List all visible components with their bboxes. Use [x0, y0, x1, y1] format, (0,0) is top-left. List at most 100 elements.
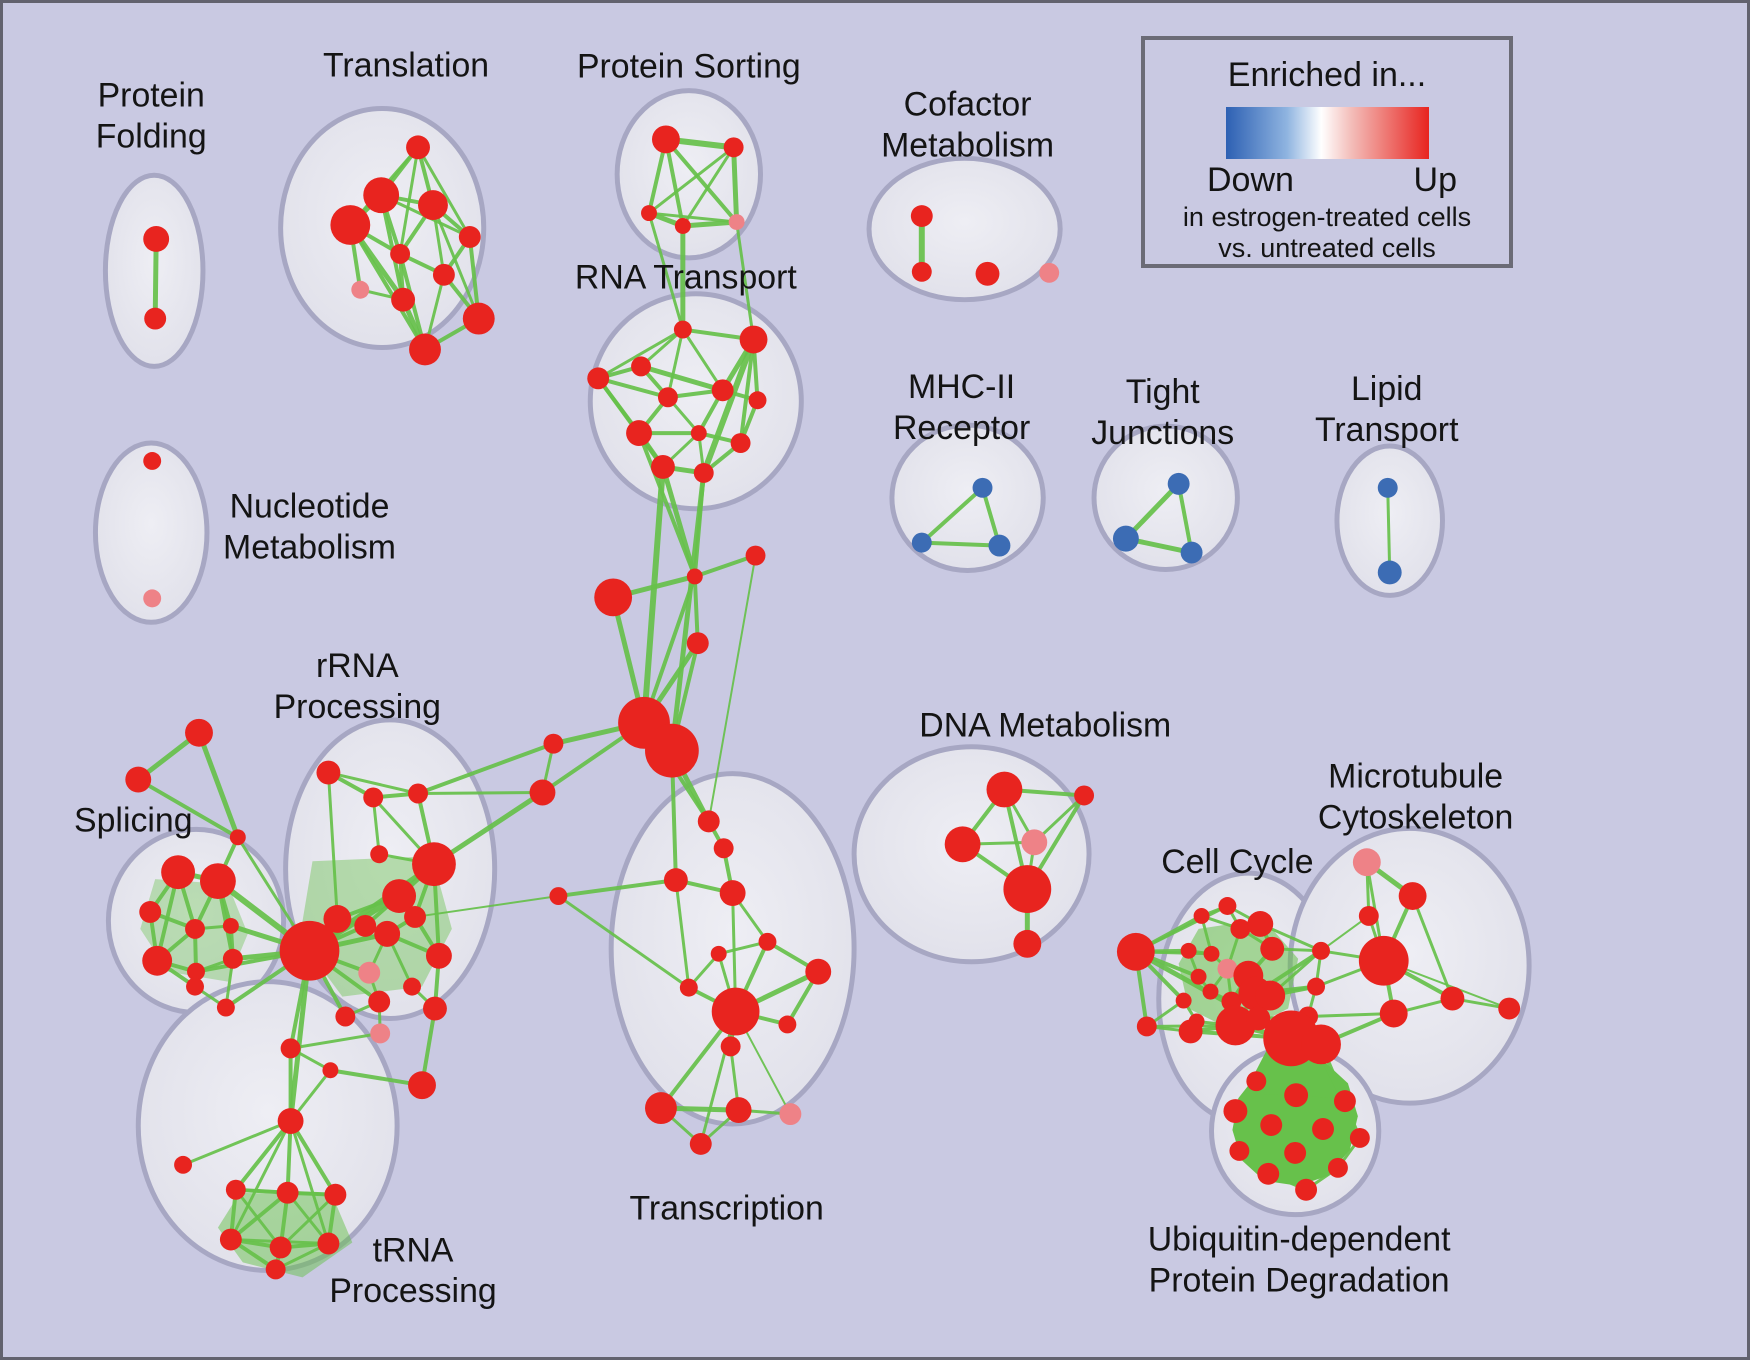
network-node-T1 — [406, 135, 430, 160]
network-node-UB0b — [1301, 1024, 1341, 1065]
network-node-CC7 — [1203, 945, 1220, 962]
network-node-CC19 — [1246, 1006, 1271, 1031]
cluster-translation-label: Translation — [323, 47, 489, 85]
cluster-ubiquitin-degradation-label: Ubiquitin-dependent Protein Degradation — [1148, 1220, 1451, 1299]
network-node-SP2 — [199, 863, 236, 900]
network-node-T6 — [390, 243, 411, 264]
cluster-lipid-transport-label: Lipid Transport — [1315, 370, 1459, 449]
network-node-SP8 — [222, 948, 243, 969]
network-node-UB11 — [1327, 1157, 1348, 1178]
network-node-T9 — [391, 287, 416, 312]
network-edge — [1411, 894, 1454, 1001]
network-node-PS3 — [641, 205, 657, 222]
network-edge — [638, 363, 726, 393]
network-edge — [700, 336, 757, 476]
network-node-SP10 — [216, 998, 235, 1017]
network-node-UB1 — [1246, 1071, 1267, 1092]
network-node-TH6 — [317, 1232, 340, 1255]
legend-endpoint-labels: Down Up — [1145, 159, 1509, 200]
network-edge — [414, 895, 560, 918]
cluster-rrna-processing-label: rRNA Processing — [274, 647, 441, 726]
network-node-SP6 — [142, 945, 173, 976]
cluster-dna-metabolism-label: DNA Metabolism — [919, 707, 1171, 745]
network-node-RT7 — [748, 391, 767, 410]
network-node-RRc — [370, 845, 389, 864]
network-node-CC5 — [1260, 936, 1285, 961]
network-node-CM2 — [911, 261, 932, 282]
network-node-RRm — [403, 977, 422, 996]
network-node-UB4 — [1223, 1099, 1248, 1124]
legend-title: Enriched in... — [1227, 56, 1427, 94]
network-node-MT7 — [1498, 997, 1521, 1020]
network-edge — [328, 1068, 424, 1088]
network-node-CM4 — [1039, 262, 1060, 283]
network-node-PS4 — [674, 218, 691, 234]
network-node-TC2 — [713, 838, 734, 859]
network-node-RRq — [370, 1023, 391, 1044]
network-node-TC5 — [758, 932, 777, 951]
network-edge — [731, 144, 740, 225]
network-edge — [288, 1119, 338, 1197]
network-node-T7 — [432, 263, 455, 286]
network-edge — [196, 730, 241, 840]
network-node-PF1 — [143, 226, 170, 252]
network-edge — [647, 211, 739, 224]
network-node-TC8 — [805, 958, 832, 985]
network-node-RRi — [354, 914, 377, 937]
network-edge — [326, 771, 420, 795]
network-node-TH1 — [225, 1179, 246, 1200]
network-node-RT12 — [693, 462, 714, 483]
network-node-RRf — [382, 879, 417, 913]
network-edge — [674, 878, 691, 990]
network-node-UBs — [1178, 1019, 1203, 1044]
network-node-SP4 — [185, 918, 205, 939]
network-node-RT5 — [657, 387, 678, 408]
legend-caption-line1: in estrogen-treated cells — [1182, 202, 1472, 232]
network-node-MH3 — [988, 534, 1011, 557]
network-node-MT1 — [1352, 848, 1381, 877]
network-node-BR2 — [1307, 977, 1326, 996]
cluster-rna-transport-label: RNA Transport — [575, 259, 797, 297]
network-node-TC3 — [663, 868, 688, 893]
network-node-CC6 — [1180, 942, 1197, 959]
network-edge — [416, 791, 544, 795]
network-node-UB9 — [1284, 1141, 1307, 1164]
network-node-T11 — [409, 333, 441, 366]
network-node-DM6 — [1013, 929, 1042, 958]
network-node-RRg — [404, 905, 426, 928]
network-node-MT2 — [1398, 882, 1427, 910]
network-node-CM1 — [910, 205, 933, 228]
network-edge — [326, 771, 339, 921]
network-edge — [735, 220, 756, 342]
network-node-RRb — [363, 787, 384, 808]
network-node-UB3 — [1333, 1090, 1356, 1113]
network-node-MH1 — [972, 477, 993, 498]
network-node-CC1 — [1193, 907, 1210, 924]
cluster-transcription-label: Transcription — [630, 1190, 824, 1228]
cluster-cofactor-metabolism-ellipse — [866, 155, 1063, 303]
network-node-L1 — [543, 733, 564, 754]
network-edge — [647, 145, 736, 215]
network-node-TC9 — [711, 987, 760, 1036]
network-node-CCh — [1116, 932, 1155, 971]
network-edge — [289, 1031, 382, 1050]
network-node-PF2 — [144, 307, 167, 330]
network-node-SA — [185, 718, 213, 747]
network-node-TH4 — [219, 1228, 242, 1251]
network-node-MT6 — [1440, 986, 1465, 1011]
network-node-NM2 — [143, 589, 162, 608]
network-node-CC2 — [1218, 897, 1237, 915]
network-node-TH5 — [269, 1236, 292, 1259]
legend-down-label: Down — [1207, 161, 1294, 199]
network-node-MT5 — [1379, 999, 1408, 1028]
network-node-CC8 — [1217, 958, 1238, 979]
network-node-RRk — [425, 942, 452, 969]
network-node-TC1 — [697, 810, 720, 833]
network-node-UB8 — [1229, 1140, 1250, 1161]
network-node-CC10 — [1190, 968, 1207, 985]
network-node-RRo — [335, 1006, 356, 1027]
network-node-UB5 — [1260, 1114, 1283, 1136]
network-node-PS2 — [723, 137, 744, 158]
network-edge — [596, 328, 685, 380]
